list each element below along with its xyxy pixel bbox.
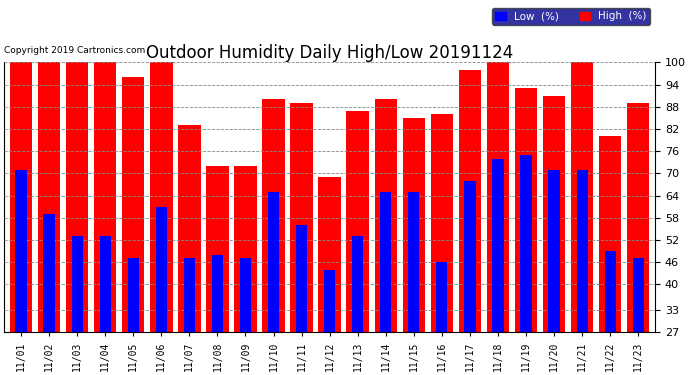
Bar	[408, 192, 420, 375]
Bar	[234, 166, 257, 375]
Bar	[375, 99, 397, 375]
Bar	[402, 118, 425, 375]
Bar	[633, 258, 644, 375]
Bar	[212, 255, 223, 375]
Bar	[459, 70, 481, 375]
Bar	[324, 270, 335, 375]
Bar	[38, 63, 60, 375]
Bar	[486, 63, 509, 375]
Bar	[72, 236, 83, 375]
Bar	[515, 88, 538, 375]
Bar	[543, 96, 565, 375]
Bar	[577, 170, 588, 375]
Bar	[571, 63, 593, 375]
Bar	[66, 63, 88, 375]
Bar	[94, 63, 117, 375]
Legend: Low  (%), High  (%): Low (%), High (%)	[492, 8, 650, 24]
Bar	[99, 236, 111, 375]
Bar	[352, 236, 364, 375]
Bar	[627, 103, 649, 375]
Bar	[43, 214, 55, 375]
Bar	[318, 177, 341, 375]
Bar	[240, 258, 251, 375]
Bar	[346, 111, 369, 375]
Bar	[184, 258, 195, 375]
Bar	[599, 136, 622, 375]
Title: Outdoor Humidity Daily High/Low 20191124: Outdoor Humidity Daily High/Low 20191124	[146, 44, 513, 62]
Bar	[128, 258, 139, 375]
Bar	[520, 155, 532, 375]
Bar	[604, 251, 616, 375]
Bar	[431, 114, 453, 375]
Bar	[549, 170, 560, 375]
Text: Copyright 2019 Cartronics.com: Copyright 2019 Cartronics.com	[4, 46, 146, 55]
Bar	[464, 181, 475, 375]
Bar	[493, 159, 504, 375]
Bar	[296, 225, 307, 375]
Bar	[178, 125, 201, 375]
Bar	[122, 77, 144, 375]
Bar	[150, 63, 172, 375]
Bar	[268, 192, 279, 375]
Bar	[380, 192, 391, 375]
Bar	[206, 166, 228, 375]
Bar	[262, 99, 285, 375]
Bar	[10, 63, 32, 375]
Bar	[15, 170, 27, 375]
Bar	[156, 207, 167, 375]
Bar	[436, 262, 448, 375]
Bar	[290, 103, 313, 375]
